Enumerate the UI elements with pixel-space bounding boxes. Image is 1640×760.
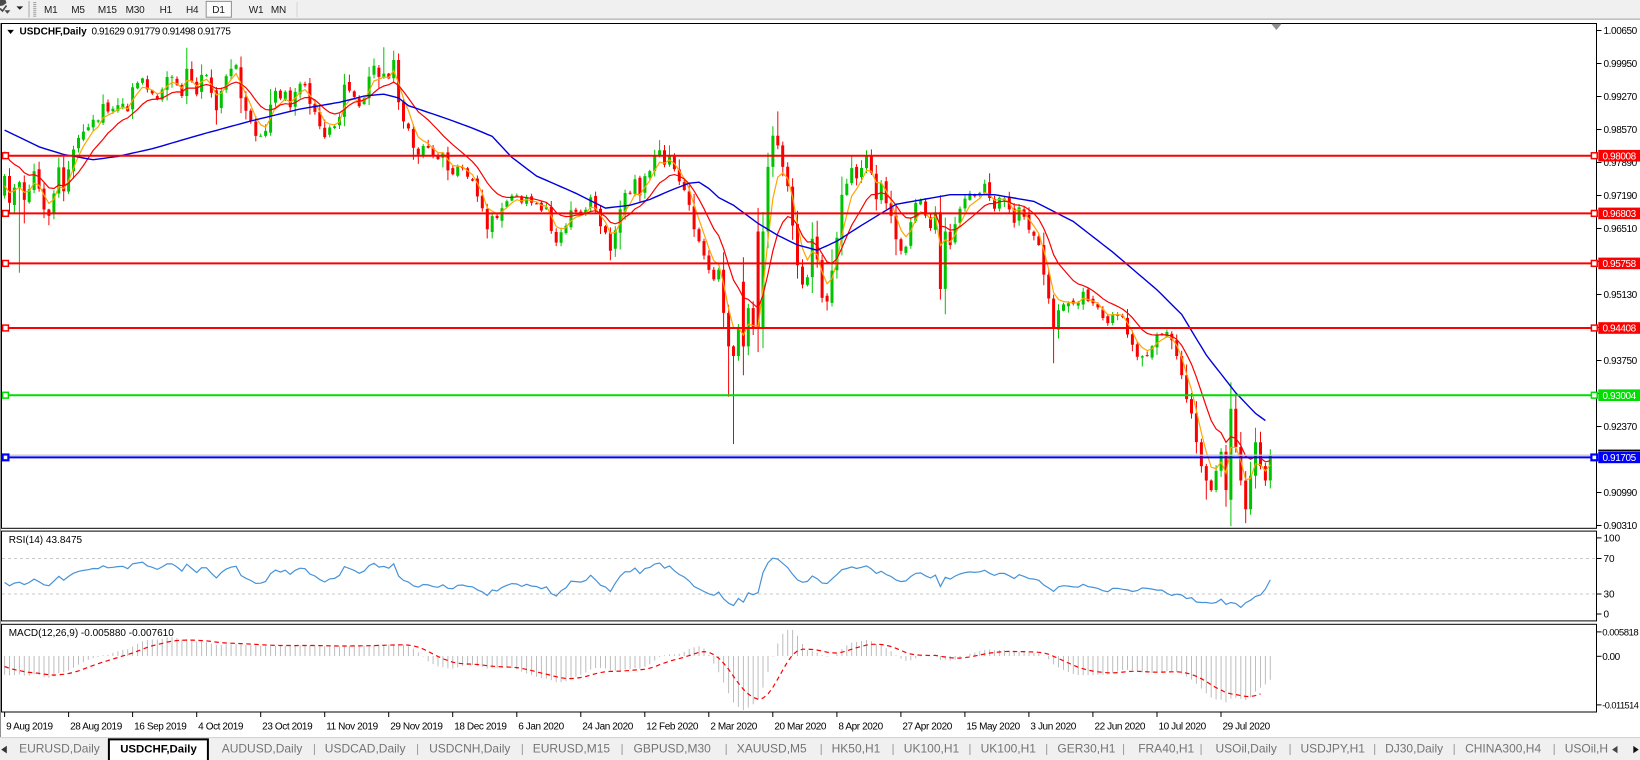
svg-text:W1: W1	[249, 5, 264, 16]
svg-text:0.97890: 0.97890	[1604, 158, 1638, 169]
svg-text:M1: M1	[44, 5, 58, 16]
svg-text:70: 70	[1604, 554, 1616, 565]
svg-text:|: |	[416, 741, 419, 755]
svg-text:M15: M15	[98, 5, 117, 16]
svg-text:USDCAD,Daily: USDCAD,Daily	[325, 741, 406, 755]
svg-text:|: |	[891, 741, 894, 755]
svg-text:AUDUSD,Daily: AUDUSD,Daily	[222, 741, 303, 755]
svg-text:0.92370: 0.92370	[1604, 422, 1638, 433]
svg-text:EURUSD,M15: EURUSD,M15	[533, 741, 611, 755]
svg-text:CHINA300,H4: CHINA300,H4	[1465, 741, 1541, 755]
svg-text:GER30,H1: GER30,H1	[1057, 741, 1115, 755]
svg-text:USOil,H: USOil,H	[1565, 741, 1608, 755]
svg-text:|: |	[521, 741, 524, 755]
svg-text:30: 30	[1604, 589, 1616, 600]
svg-text:3 Jun 2020: 3 Jun 2020	[1030, 722, 1076, 733]
svg-text:0.90310: 0.90310	[1604, 521, 1638, 532]
svg-text:8 Apr 2020: 8 Apr 2020	[838, 722, 883, 733]
svg-text:UK100,H1: UK100,H1	[981, 741, 1037, 755]
svg-text:H1: H1	[160, 5, 173, 16]
svg-text:2 Mar 2020: 2 Mar 2020	[710, 722, 757, 733]
svg-text:|: |	[1453, 741, 1456, 755]
svg-text:XAUUSD,M5: XAUUSD,M5	[737, 741, 807, 755]
svg-text:0.95130: 0.95130	[1604, 290, 1638, 301]
svg-text:0.91705: 0.91705	[1603, 453, 1637, 464]
svg-text:0.90990: 0.90990	[1604, 488, 1638, 499]
svg-text:|: |	[725, 741, 728, 755]
svg-text:USDCHF,Daily: USDCHF,Daily	[20, 26, 88, 37]
svg-text:0.99270: 0.99270	[1604, 92, 1638, 103]
svg-text:H4: H4	[186, 5, 199, 16]
svg-text:M30: M30	[126, 5, 145, 16]
svg-text:29 Jul 2020: 29 Jul 2020	[1222, 722, 1270, 733]
svg-text:0.99950: 0.99950	[1604, 59, 1638, 70]
svg-text:29 Nov 2019: 29 Nov 2019	[390, 722, 443, 733]
svg-text:0: 0	[1604, 610, 1610, 621]
svg-text:|: |	[820, 741, 823, 755]
svg-text:USDJPY,H1: USDJPY,H1	[1301, 741, 1366, 755]
svg-text:0.97190: 0.97190	[1604, 191, 1638, 202]
svg-text:|: |	[313, 741, 316, 755]
svg-text:0.98008: 0.98008	[1603, 151, 1637, 162]
svg-text:18 Dec 2019: 18 Dec 2019	[454, 722, 507, 733]
svg-text:|: |	[968, 741, 971, 755]
svg-text:USDCHF,Daily: USDCHF,Daily	[120, 744, 197, 756]
svg-text:0.94408: 0.94408	[1603, 324, 1637, 335]
svg-text:27 Apr 2020: 27 Apr 2020	[902, 722, 952, 733]
svg-text:EURUSD,Daily: EURUSD,Daily	[19, 741, 100, 755]
svg-text:MACD(12,26,9) -0.005880 -0.007: MACD(12,26,9) -0.005880 -0.007610	[9, 628, 175, 639]
svg-text:|: |	[620, 741, 623, 755]
svg-text:0.95758: 0.95758	[1603, 259, 1637, 270]
svg-text:22 Jun 2020: 22 Jun 2020	[1094, 722, 1145, 733]
svg-text:12 Feb 2020: 12 Feb 2020	[646, 722, 699, 733]
svg-text:M5: M5	[71, 5, 85, 16]
svg-text:|: |	[1553, 741, 1556, 755]
svg-text:0.005818: 0.005818	[1602, 627, 1638, 638]
svg-text:-0.011514: -0.011514	[1602, 700, 1639, 710]
svg-text:24 Jan 2020: 24 Jan 2020	[582, 722, 633, 733]
svg-text:0.98570: 0.98570	[1604, 125, 1638, 136]
svg-text:0.00: 0.00	[1602, 652, 1620, 663]
svg-text:RSI(14) 43.8475: RSI(14) 43.8475	[9, 535, 83, 546]
svg-text:|: |	[1289, 741, 1292, 755]
svg-text:11 Nov 2019: 11 Nov 2019	[326, 722, 378, 733]
svg-text:28 Aug 2019: 28 Aug 2019	[70, 722, 123, 733]
svg-text:|: |	[1122, 741, 1125, 755]
svg-text:FRA40,H1: FRA40,H1	[1138, 741, 1194, 755]
svg-text:MN: MN	[271, 5, 286, 16]
svg-text:HK50,H1: HK50,H1	[832, 741, 881, 755]
svg-text:GBPUSD,M30: GBPUSD,M30	[634, 741, 712, 755]
svg-text:0.93750: 0.93750	[1604, 356, 1638, 367]
svg-text:0.96803: 0.96803	[1603, 209, 1637, 220]
svg-text:|: |	[1373, 741, 1376, 755]
svg-text:16 Sep 2019: 16 Sep 2019	[134, 722, 187, 733]
svg-text:USDCNH,Daily: USDCNH,Daily	[429, 741, 510, 755]
svg-text:6 Jan 2020: 6 Jan 2020	[518, 722, 564, 733]
svg-text:15 May 2020: 15 May 2020	[966, 722, 1020, 733]
svg-text:0.91629 0.91779 0.91498 0.9177: 0.91629 0.91779 0.91498 0.91775	[92, 26, 232, 37]
svg-text:1.00650: 1.00650	[1604, 26, 1638, 37]
svg-text:100: 100	[1604, 533, 1621, 544]
svg-text:20 Mar 2020: 20 Mar 2020	[774, 722, 827, 733]
svg-text:9 Aug 2019: 9 Aug 2019	[6, 722, 53, 733]
svg-text:|: |	[1199, 741, 1202, 755]
svg-text:10 Jul 2020: 10 Jul 2020	[1158, 722, 1206, 733]
svg-text:0.93004: 0.93004	[1603, 391, 1637, 402]
svg-text:D1: D1	[212, 5, 225, 16]
svg-text:4 Oct 2019: 4 Oct 2019	[198, 722, 244, 733]
svg-text:|: |	[1045, 741, 1048, 755]
svg-text:DJ30,Daily: DJ30,Daily	[1385, 741, 1443, 755]
svg-text:23 Oct 2019: 23 Oct 2019	[262, 722, 313, 733]
svg-text:USOil,Daily: USOil,Daily	[1216, 741, 1277, 755]
svg-text:0.96510: 0.96510	[1604, 224, 1638, 235]
svg-text:UK100,H1: UK100,H1	[904, 741, 960, 755]
